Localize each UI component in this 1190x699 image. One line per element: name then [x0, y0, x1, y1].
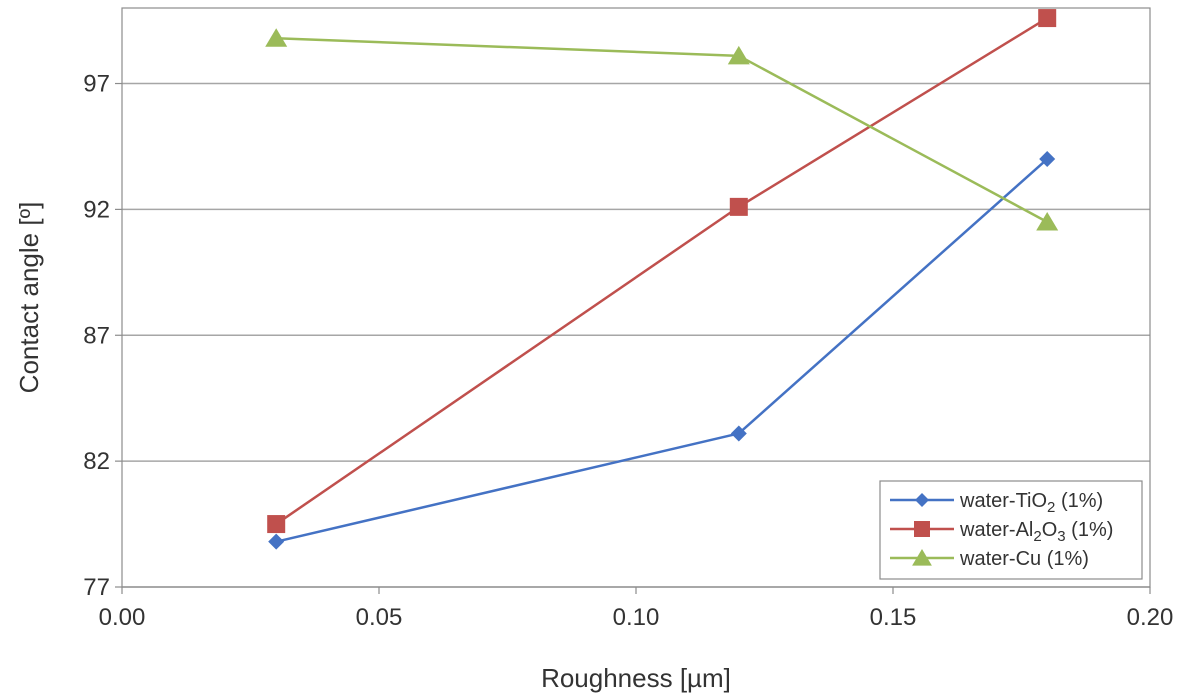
data-point: [727, 45, 750, 65]
data-point: [1039, 151, 1056, 168]
legend-item: water-TiO2 (1%): [890, 490, 1103, 516]
legend-label-part: water-TiO: [959, 490, 1047, 512]
data-point: [730, 425, 747, 442]
legend-label-subscript: 2: [1047, 499, 1055, 516]
x-tick-label: 0.00: [99, 604, 146, 631]
legend-label-part: (1%): [1066, 519, 1114, 541]
legend-label-subscript: 2: [1033, 528, 1041, 545]
y-tick-label: 97: [83, 71, 110, 98]
legend-label: water-Al2O3 (1%): [959, 519, 1113, 545]
legend-marker: [914, 521, 930, 537]
x-tick-label: 0.10: [613, 604, 660, 631]
legend-label-part: (1%): [1055, 490, 1103, 512]
data-point: [1036, 211, 1059, 231]
series-1: [267, 9, 1057, 534]
legend-marker: [915, 493, 929, 507]
legend: water-TiO2 (1%)water-Al2O3 (1%)water-Cu …: [879, 480, 1143, 580]
y-tick-label: 77: [83, 574, 110, 601]
legend-label: water-Cu (1%): [959, 548, 1089, 570]
data-point: [267, 515, 286, 534]
legend-item: water-Cu (1%): [890, 548, 1089, 570]
data-point: [268, 533, 285, 550]
legend-label: water-TiO2 (1%): [959, 490, 1103, 516]
data-point: [1038, 9, 1057, 28]
x-axis: 0.00 0.05 0.10 0.15 0.20: [99, 587, 1174, 631]
legend-label-subscript: 3: [1057, 528, 1065, 545]
data-point: [265, 28, 288, 47]
legend-label-part: water-Al: [959, 519, 1033, 541]
legend-item: water-Al2O3 (1%): [890, 519, 1113, 545]
x-axis-title: Roughness [µm]: [541, 663, 731, 693]
legend-label-part: water-Cu (1%): [959, 548, 1089, 570]
y-axis-title: Contact angle [º]: [14, 202, 44, 394]
y-axis: 77 82 87 92 97: [83, 71, 122, 601]
x-tick-label: 0.15: [870, 604, 917, 631]
x-tick-label: 0.05: [356, 604, 403, 631]
y-tick-label: 87: [83, 322, 110, 349]
x-tick-label: 0.20: [1127, 604, 1174, 631]
series-group: [265, 9, 1059, 550]
series-2: [265, 28, 1059, 231]
legend-marker: [912, 549, 932, 566]
y-tick-label: 82: [83, 448, 110, 475]
series-0: [268, 151, 1056, 550]
y-tick-label: 92: [83, 196, 110, 223]
legend-label-part: O: [1042, 519, 1058, 541]
data-point: [729, 197, 748, 216]
